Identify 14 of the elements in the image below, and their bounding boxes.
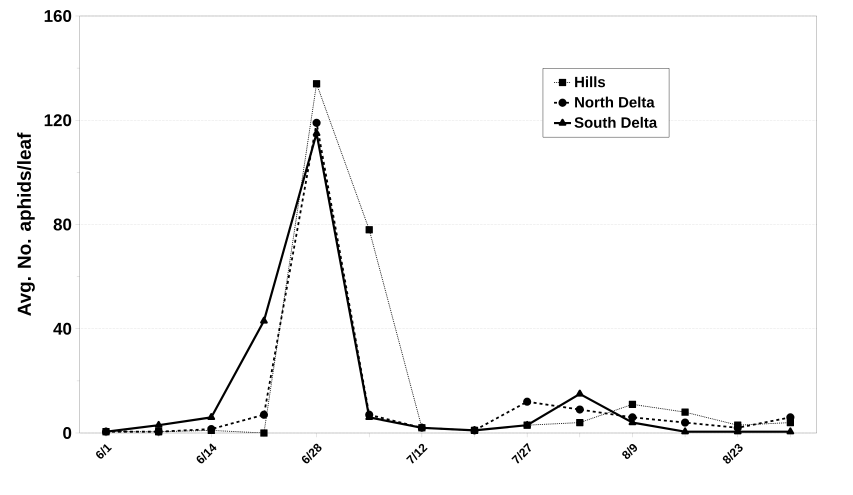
y-tick-label: 120 bbox=[44, 114, 72, 126]
x-tick-label: 6/1 bbox=[96, 444, 112, 459]
legend-label: Hills bbox=[575, 76, 606, 88]
x-tick-label: 6/28 bbox=[302, 444, 322, 464]
legend-label: South Delta bbox=[574, 116, 658, 128]
x-tick-label: 6/14 bbox=[196, 443, 217, 464]
x-tick-label: 7/12 bbox=[406, 444, 428, 464]
legend-label: North Delta bbox=[575, 96, 655, 108]
y-axis-title: Avg. No. aphids/leaf bbox=[17, 132, 35, 316]
y-tick-label: 160 bbox=[44, 10, 72, 22]
y-tick-label: 40 bbox=[53, 322, 72, 335]
y-tick-label: 80 bbox=[54, 218, 72, 230]
y-tick-label: 0 bbox=[63, 427, 72, 439]
x-tick-label: 8/9 bbox=[622, 444, 638, 459]
